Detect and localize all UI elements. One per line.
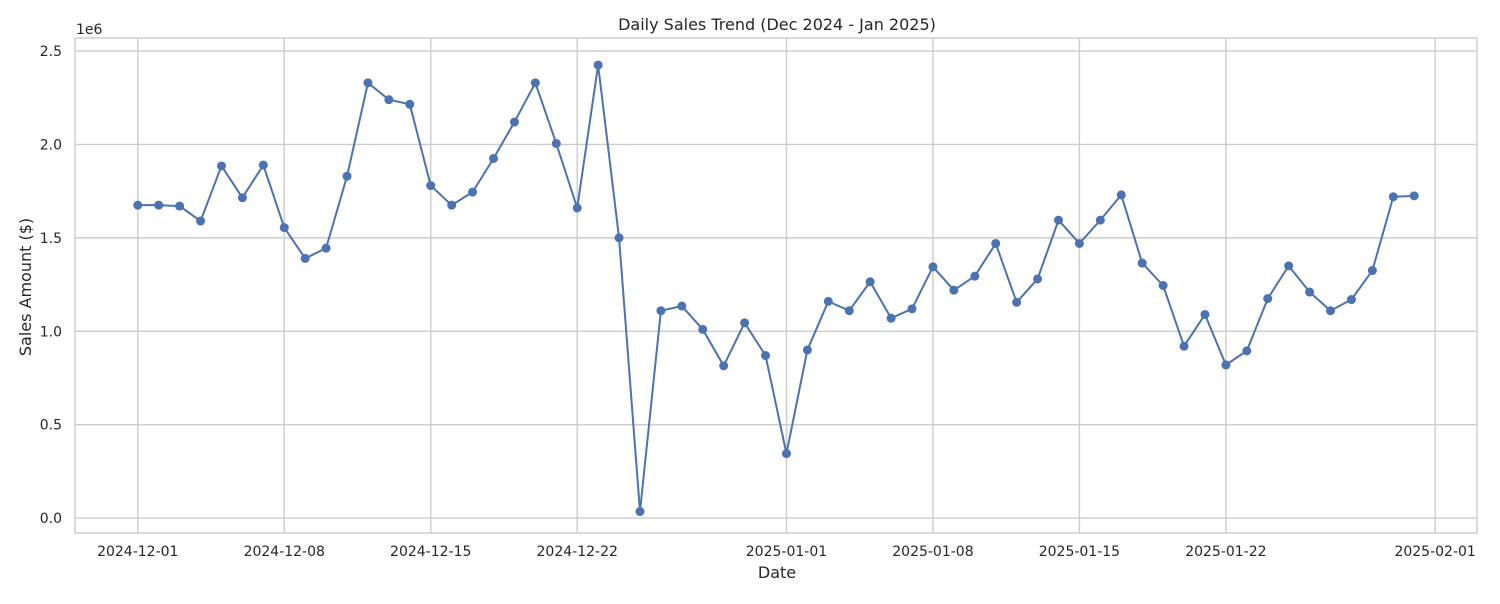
data-point <box>802 345 812 355</box>
data-point <box>635 507 645 517</box>
data-point <box>1326 306 1336 316</box>
y-axis-title: Sales Amount ($) <box>16 218 35 356</box>
data-point <box>593 60 603 70</box>
tick-labels: 2024-12-01 2024-12-08 2024-12-15 2024-12-22… <box>40 44 1476 560</box>
data-point <box>321 243 331 253</box>
data-point <box>656 306 666 316</box>
data-point <box>551 139 561 149</box>
data-point <box>1305 287 1315 297</box>
series-line <box>137 64 1415 513</box>
data-point <box>1242 346 1252 356</box>
data-point <box>865 277 875 287</box>
data-point <box>468 187 478 197</box>
data-point <box>279 223 289 233</box>
data-point <box>426 181 436 191</box>
data-point <box>614 233 624 243</box>
data-point <box>1388 192 1398 202</box>
data-point <box>949 285 959 295</box>
data-point <box>175 201 185 211</box>
data-point <box>886 313 896 323</box>
x-tick-label: 2025-01-01 <box>746 544 827 560</box>
data-point <box>1346 295 1356 305</box>
data-point <box>1221 360 1231 370</box>
data-point <box>740 318 750 328</box>
data-point <box>196 216 206 226</box>
grid <box>75 38 1477 533</box>
data-point <box>363 78 373 88</box>
data-point <box>1033 274 1043 284</box>
data-point <box>1116 190 1126 200</box>
y-tick-label: 2.0 <box>40 137 62 153</box>
data-point <box>761 351 771 361</box>
data-point <box>928 262 938 272</box>
data-point <box>1053 215 1063 225</box>
x-tick-label: 2025-02-01 <box>1394 544 1475 560</box>
x-axis-title: Date <box>758 563 796 582</box>
data-point <box>970 271 980 281</box>
data-point <box>1179 341 1189 351</box>
data-point <box>907 304 917 314</box>
data-point <box>530 78 540 88</box>
x-tick-label: 2025-01-15 <box>1039 544 1120 560</box>
y-tick-label: 2.5 <box>40 44 62 60</box>
data-point <box>677 301 687 311</box>
data-point <box>991 238 1001 248</box>
data-point <box>698 324 708 334</box>
data-point <box>1074 238 1084 248</box>
data-point <box>384 95 394 105</box>
y-tick-label: 0.5 <box>40 418 62 434</box>
series-layer <box>133 60 1419 517</box>
data-point <box>1012 297 1022 307</box>
data-point <box>1284 261 1294 271</box>
data-point <box>781 449 791 459</box>
x-tick-label: 2024-12-08 <box>244 544 325 560</box>
data-point <box>1137 258 1147 268</box>
data-point <box>258 160 268 170</box>
data-point <box>133 200 143 210</box>
data-point <box>342 171 352 181</box>
data-point <box>1263 294 1273 304</box>
x-tick-label: 2024-12-01 <box>97 544 178 560</box>
data-point <box>1200 309 1210 319</box>
data-point <box>844 306 854 316</box>
data-point <box>216 161 226 171</box>
x-tick-label: 2025-01-08 <box>892 544 973 560</box>
x-tick-label: 2024-12-22 <box>537 544 618 560</box>
data-point <box>489 153 499 163</box>
chart-title: Daily Sales Trend (Dec 2024 - Jan 2025) <box>618 15 936 34</box>
y-tick-label: 1.5 <box>40 231 62 247</box>
data-point <box>1095 215 1105 225</box>
data-point <box>300 253 310 263</box>
y-tick-label: 0.0 <box>40 511 62 527</box>
data-point <box>572 203 582 213</box>
data-point <box>447 200 457 210</box>
data-point <box>405 99 415 109</box>
data-point <box>1158 281 1168 290</box>
y-axis-offset-label: 1e6 <box>76 22 103 38</box>
x-tick-label: 2024-12-15 <box>390 544 471 560</box>
data-point <box>509 117 519 127</box>
y-tick-label: 1.0 <box>40 324 62 340</box>
data-point <box>719 361 729 371</box>
data-point <box>237 193 247 203</box>
data-point <box>1367 266 1377 276</box>
plot-frame <box>74 37 1478 534</box>
data-point <box>823 296 833 306</box>
x-tick-label: 2025-01-22 <box>1185 544 1266 560</box>
data-point <box>1409 191 1419 201</box>
data-point <box>154 200 164 210</box>
